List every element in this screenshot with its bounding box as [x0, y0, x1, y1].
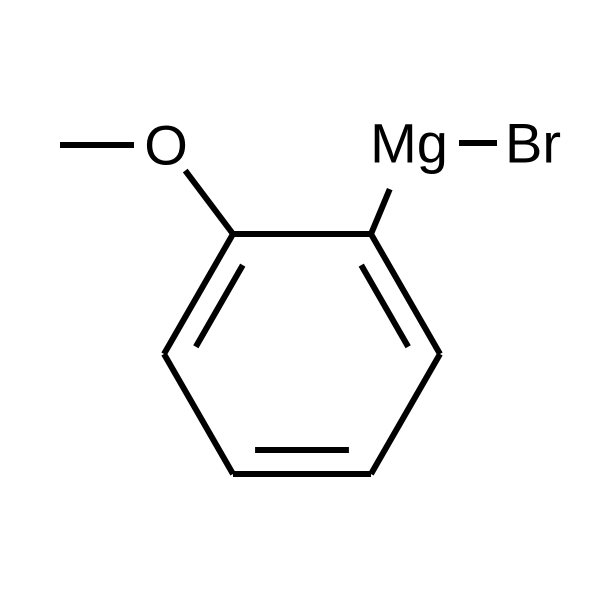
bond	[196, 265, 243, 347]
atom-label-o: O	[144, 114, 188, 177]
bond	[164, 354, 233, 474]
bond	[371, 189, 390, 234]
atom-label-br: Br	[505, 112, 561, 175]
bond	[361, 265, 408, 347]
bond	[164, 234, 233, 354]
bond	[371, 234, 440, 354]
chemical-structure: O Mg Br	[0, 0, 600, 600]
atom-label-mg: Mg	[370, 112, 448, 175]
bond	[371, 354, 440, 474]
bond	[185, 171, 233, 234]
